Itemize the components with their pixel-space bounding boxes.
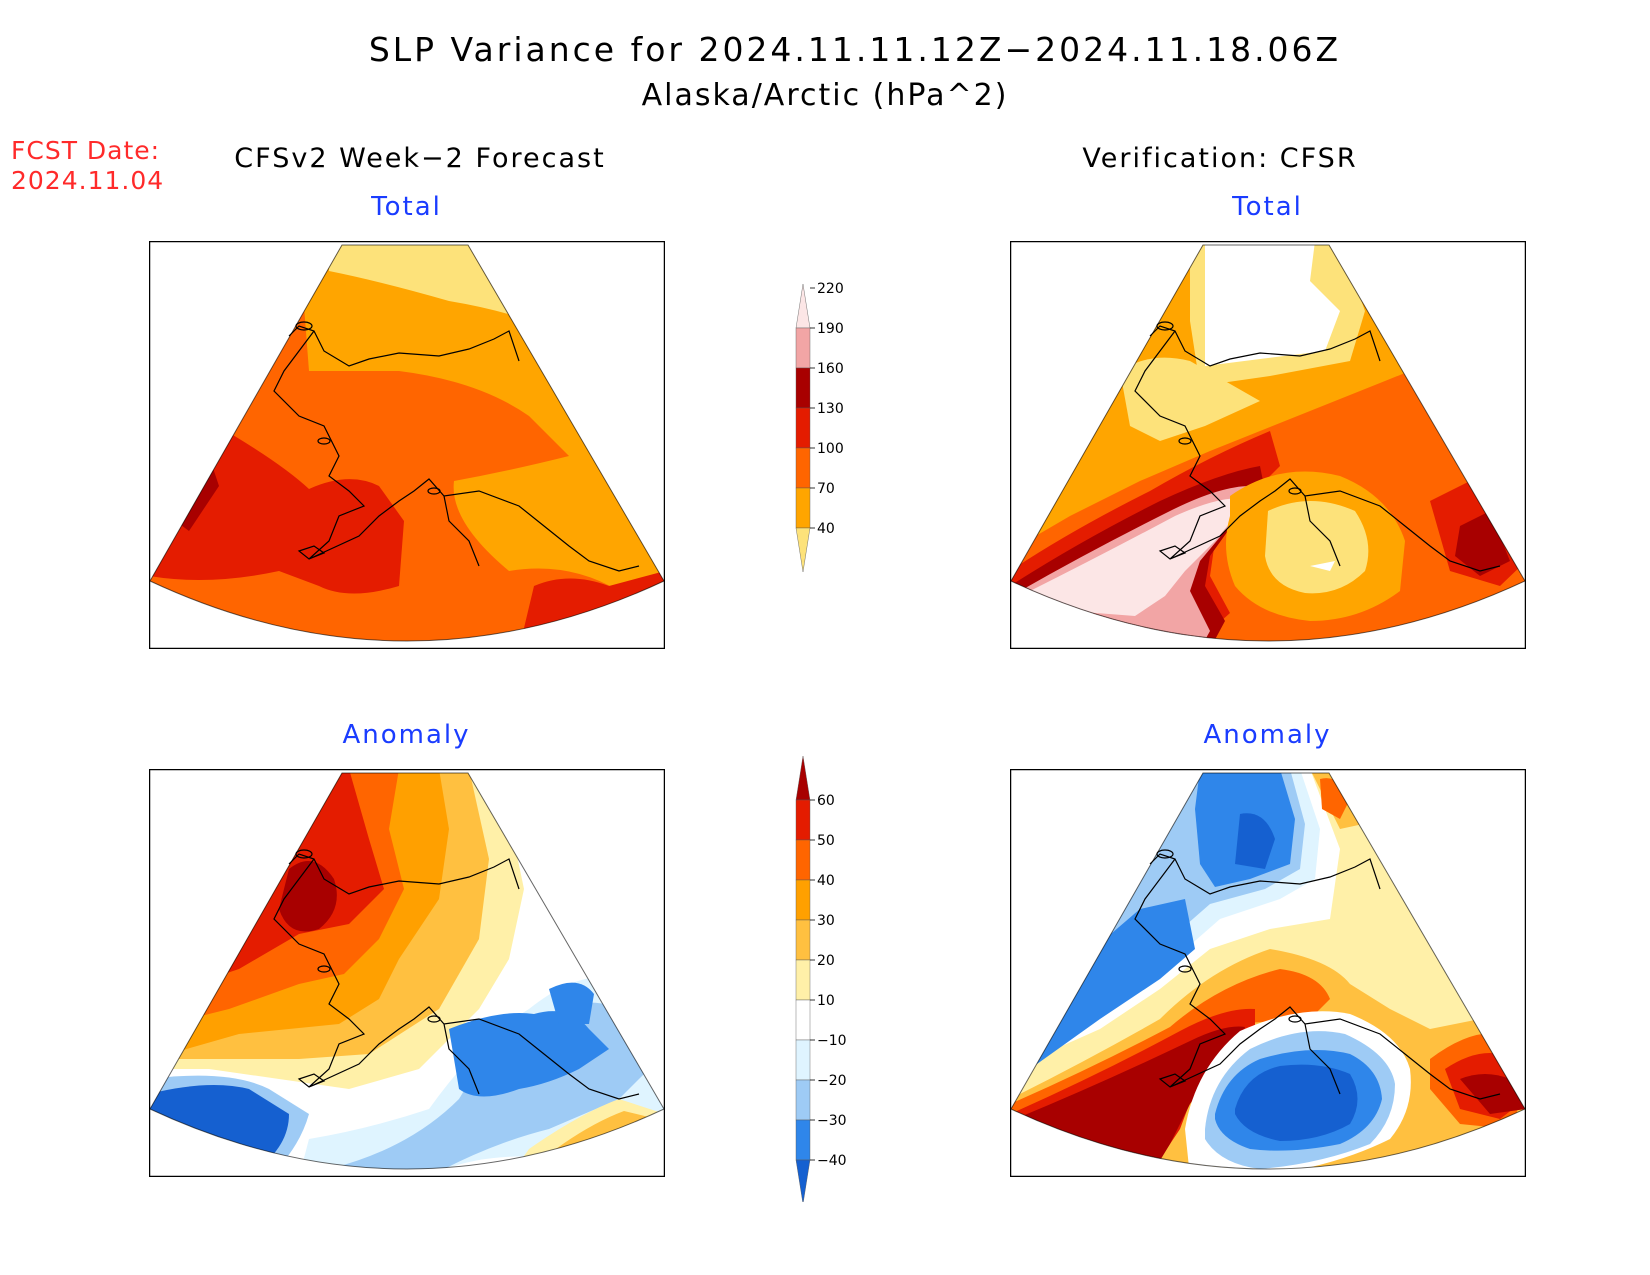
total-colorbar-label: 160 bbox=[817, 361, 844, 377]
anomaly-colorbar-label: 10 bbox=[817, 993, 835, 1009]
anomaly-colorbar-label: −10 bbox=[817, 1033, 847, 1049]
total-colorbar-color-box bbox=[795, 367, 811, 409]
forecast-anomaly-map bbox=[149, 769, 665, 1177]
total-colorbar-color-box bbox=[795, 487, 811, 529]
total-colorbar-color-box bbox=[795, 327, 811, 369]
anomaly-colorbar-color-box bbox=[795, 919, 811, 961]
anomaly-colorbar-color-box bbox=[795, 1119, 811, 1161]
verification-total-title: Total bbox=[1232, 192, 1303, 222]
forecast-column-heading: CFSv2 Week−2 Forecast bbox=[234, 143, 606, 174]
verification-anomaly-map bbox=[1010, 769, 1526, 1177]
anomaly-colorbar-color-box bbox=[795, 959, 811, 1001]
forecast-date-label: FCST Date: bbox=[11, 136, 161, 165]
chart-subtitle: Alaska/Arctic (hPa^2) bbox=[641, 78, 1009, 113]
verification-column-heading: Verification: CFSR bbox=[1082, 143, 1358, 174]
total-colorbar: 40 70 100 130 160 190 220 bbox=[795, 282, 844, 573]
forecast-total-title: Total bbox=[371, 192, 442, 222]
anomaly-colorbar-color-box bbox=[795, 879, 811, 921]
anomaly-colorbar-color-box bbox=[795, 839, 811, 881]
anomaly-colorbar-label: −40 bbox=[817, 1153, 847, 1169]
chart-title: SLP Variance for 2024.11.11.12Z−2024.11.… bbox=[368, 30, 1342, 69]
total-colorbar-label: 70 bbox=[817, 481, 835, 497]
anomaly-colorbar-label: −30 bbox=[817, 1113, 847, 1129]
forecast-date-value: 2024.11.04 bbox=[11, 166, 165, 195]
anomaly-colorbar-label: 30 bbox=[817, 913, 835, 929]
total-colorbar-color-box bbox=[795, 447, 811, 489]
anomaly-colorbar-label: 20 bbox=[817, 953, 835, 969]
verification-anomaly-title: Anomaly bbox=[1203, 720, 1332, 750]
anomaly-colorbar-color-box bbox=[795, 755, 811, 801]
total-colorbar-label: 40 bbox=[817, 521, 835, 537]
anomaly-colorbar-color-box bbox=[795, 1159, 811, 1202]
anomaly-colorbar-color-box bbox=[795, 999, 811, 1041]
anomaly-colorbar-color-box bbox=[795, 1039, 811, 1081]
total-colorbar-label: 190 bbox=[817, 321, 844, 337]
forecast-total-map bbox=[149, 241, 665, 649]
anomaly-colorbar: −40 −30 −20 −10 10 20 30 40 50 60 bbox=[795, 755, 847, 1202]
anomaly-colorbar-label: 60 bbox=[817, 793, 835, 809]
anomaly-colorbar-color-box bbox=[795, 1079, 811, 1121]
total-colorbar-label: 130 bbox=[817, 401, 844, 417]
forecast-anomaly-title: Anomaly bbox=[342, 720, 471, 750]
anomaly-colorbar-label: −20 bbox=[817, 1073, 847, 1089]
total-colorbar-color-box bbox=[795, 283, 811, 329]
anomaly-colorbar-label: 40 bbox=[817, 873, 835, 889]
anomaly-colorbar-label: 50 bbox=[817, 833, 835, 849]
total-colorbar-label: 220 bbox=[817, 282, 844, 297]
total-colorbar-color-box bbox=[795, 407, 811, 449]
verification-total-map bbox=[1010, 241, 1526, 649]
total-colorbar-label: 100 bbox=[817, 441, 844, 457]
anomaly-colorbar-color-box bbox=[795, 799, 811, 841]
total-colorbar-color-box bbox=[795, 527, 811, 573]
